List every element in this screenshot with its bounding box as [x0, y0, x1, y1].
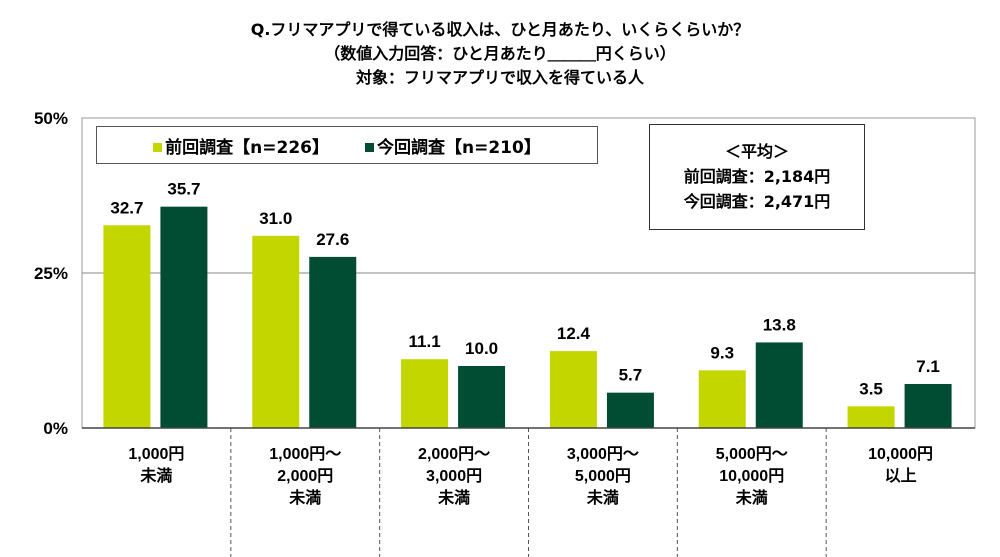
data-label: 5.7	[619, 366, 643, 385]
bar-previous	[252, 235, 300, 428]
x-tick-label: 2,000円～	[418, 445, 490, 463]
bar-previous	[847, 406, 895, 428]
bar-previous	[549, 351, 597, 428]
x-tick-label: 未満	[288, 488, 321, 507]
average-box: ＜平均＞ 前回調査：2,184円 今回調査：2,471円	[649, 124, 865, 230]
legend: 前回調査【n=226】 今回調査【n=210】	[96, 126, 598, 164]
bar-previous	[401, 359, 449, 428]
bar-current	[160, 206, 208, 428]
y-tick-label: 0%	[43, 419, 68, 438]
bar-current	[904, 383, 952, 428]
x-tick-label: 未満	[139, 466, 172, 485]
average-previous: 前回調査：2,184円	[683, 167, 831, 186]
y-tick-label: 25%	[34, 264, 68, 283]
x-tick-label: 3,000円～	[567, 445, 639, 463]
average-current: 今回調査：2,471円	[683, 192, 831, 211]
legend-swatch	[365, 143, 374, 152]
data-label: 32.7	[110, 198, 143, 217]
chart-title-line-1: Q.フリマアプリで得ている収入は、ひと月あたり、いくらくらいか？	[250, 20, 750, 39]
legend-label: 前回調査【n=226】	[165, 137, 329, 158]
legend-swatch	[153, 143, 163, 152]
bar-previous	[698, 370, 746, 428]
x-tick-label: 5,000円	[575, 467, 631, 485]
chart-title-line-2: （数値入力回答：ひと月あたり＿＿＿円くらい）	[324, 44, 676, 63]
x-tick-label: 以上	[885, 467, 917, 485]
x-tick-label: 1,000円	[128, 445, 184, 463]
legend-label: 今回調査【n=210】	[377, 137, 541, 158]
x-tick-label: 3,000円	[426, 467, 482, 485]
bar-previous	[103, 225, 151, 428]
data-label: 7.1	[916, 357, 940, 376]
chart-title-line-3: 対象：フリマアプリで収入を得ている人	[355, 68, 644, 87]
data-label: 12.4	[557, 324, 591, 343]
data-label: 31.0	[259, 209, 292, 228]
data-label: 10.0	[465, 339, 498, 358]
x-tick-label: 10,000円	[719, 467, 784, 485]
data-label: 11.1	[409, 332, 441, 351]
x-tick-label: 未満	[586, 488, 619, 507]
legend-item-current: 今回調査【n=210】	[365, 133, 541, 158]
bar-current	[309, 256, 357, 428]
data-label: 35.7	[167, 180, 200, 199]
bar-current	[606, 392, 654, 428]
data-label: 13.8	[763, 315, 796, 334]
x-tick-label: 5,000円～	[716, 445, 788, 463]
x-tick-label: 10,000円	[868, 445, 933, 463]
x-tick-label: 未満	[735, 488, 768, 507]
bar-current	[755, 342, 803, 428]
data-label: 27.6	[316, 230, 349, 249]
average-heading: ＜平均＞	[724, 142, 789, 161]
legend-item-previous: 前回調査【n=226】	[153, 133, 329, 158]
bar-current	[458, 366, 506, 428]
x-tick-label: 1,000円～	[269, 445, 341, 463]
x-tick-label: 2,000円	[277, 467, 333, 485]
y-tick-label: 50%	[34, 109, 68, 128]
x-tick-label: 未満	[437, 488, 470, 507]
data-label: 9.3	[710, 343, 734, 362]
data-label: 3.5	[859, 379, 883, 398]
